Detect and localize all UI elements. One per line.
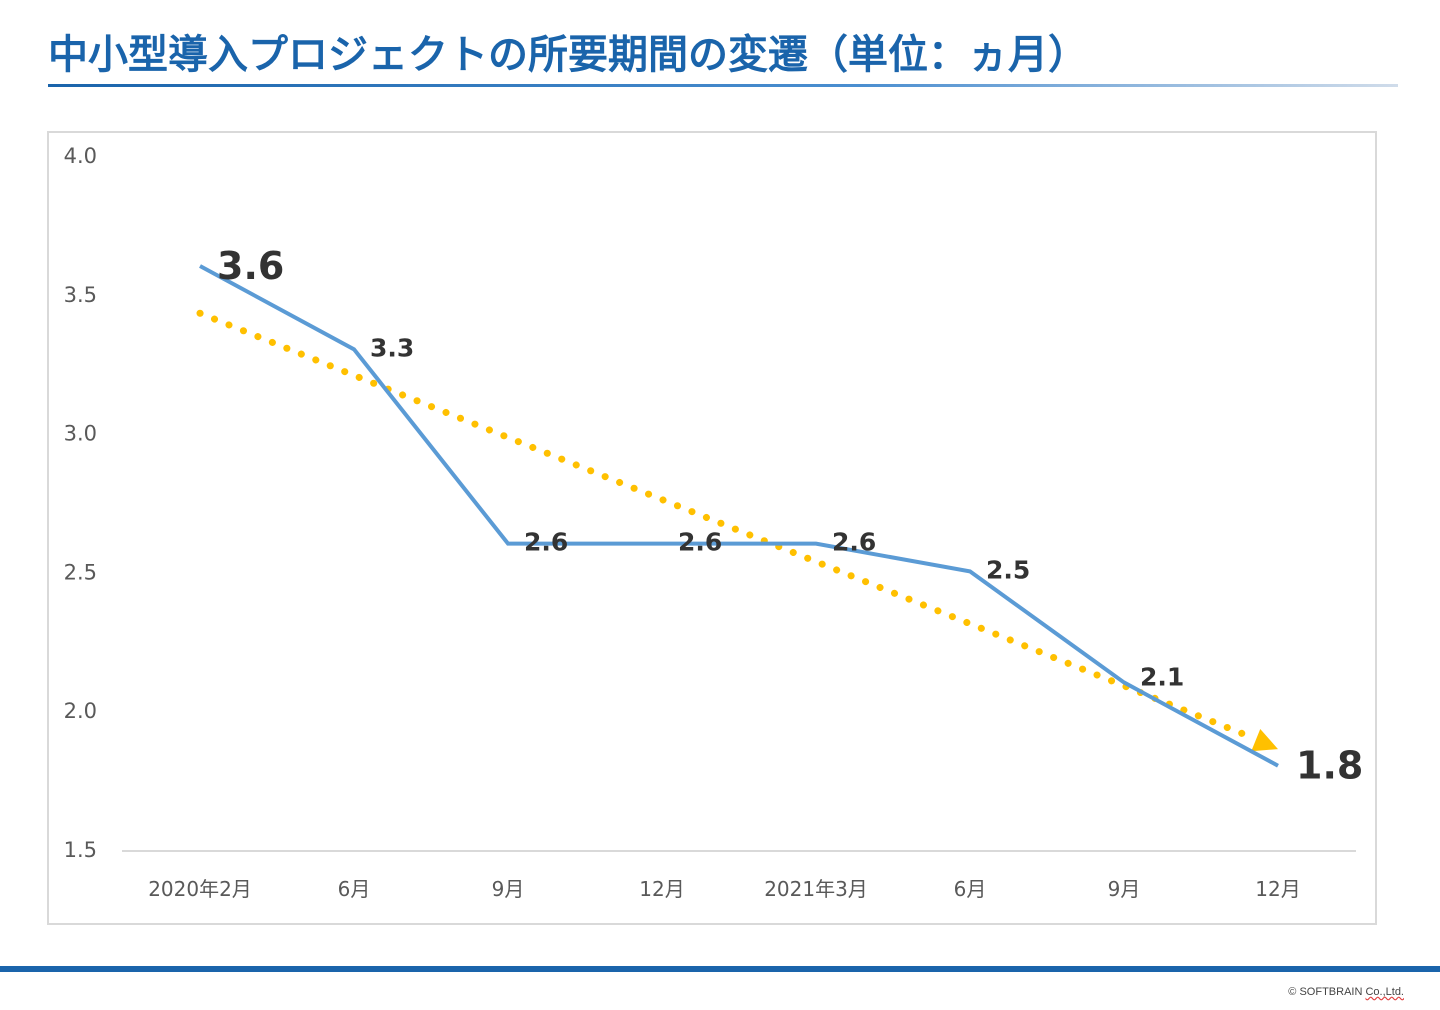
x-tick-label: 9月: [1108, 877, 1141, 901]
y-tick-label: 2.0: [64, 699, 97, 723]
data-label: 3.3: [370, 333, 414, 362]
copyright: © SOFTBRAIN Co.,Ltd.: [1288, 986, 1404, 998]
title-underline: [48, 84, 1398, 87]
data-label: 2.6: [832, 528, 876, 557]
x-tick-label: 2021年3月: [764, 877, 868, 901]
y-tick-label: 4.0: [64, 144, 97, 168]
data-label: 1.8: [1296, 744, 1363, 788]
trendline: [196, 309, 1278, 752]
footer-bar: [0, 966, 1440, 972]
x-axis-ticks: 2020年2月 6月 9月 12月 2021年3月 6月 9月 12月: [148, 877, 1301, 901]
x-tick-label: 12月: [1255, 877, 1300, 901]
data-label: 2.5: [986, 555, 1030, 584]
chart-frame: [47, 131, 1377, 925]
y-tick-label: 2.5: [64, 560, 97, 584]
series-polyline: [199, 264, 1279, 768]
copyright-prefix: © SOFTBRAIN: [1288, 986, 1366, 998]
x-tick-label: 9月: [492, 877, 525, 901]
data-labels: 3.6 3.3 2.6 2.6 2.6 2.5 2.1 1.8: [217, 244, 1363, 788]
page-title: 中小型導入プロジェクトの所要期間の変遷（単位：ヵ月）: [48, 32, 1088, 78]
data-label: 2.6: [524, 528, 568, 557]
copyright-company: Co.,Ltd.: [1365, 986, 1404, 998]
data-label: 2.6: [678, 528, 722, 557]
x-tick-label: 12月: [639, 877, 684, 901]
x-tick-label: 6月: [338, 877, 371, 901]
trendline-arrowhead: [1251, 728, 1278, 752]
data-label: 3.6: [217, 244, 284, 288]
data-label: 2.1: [1140, 662, 1184, 691]
x-tick-label: 2020年2月: [148, 877, 252, 901]
trendline-dots: [196, 309, 1260, 743]
series-line: [199, 264, 1279, 768]
y-tick-label: 3.0: [64, 422, 97, 446]
y-tick-label: 3.5: [64, 283, 97, 307]
y-axis-ticks: 4.0 3.5 3.0 2.5 2.0 1.5: [64, 144, 97, 862]
y-tick-label: 1.5: [64, 838, 97, 862]
x-tick-label: 6月: [954, 877, 987, 901]
